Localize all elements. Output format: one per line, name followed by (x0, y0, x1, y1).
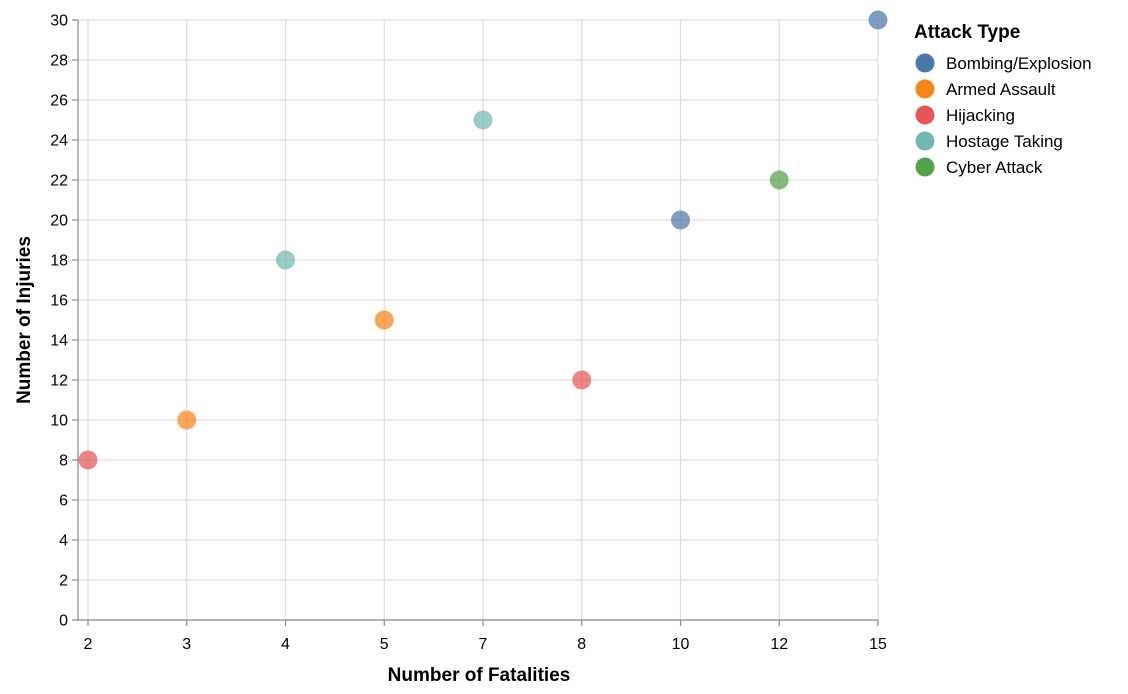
legend-symbol (915, 105, 935, 125)
x-tick-label: 3 (182, 636, 191, 653)
scatter-point (78, 450, 98, 470)
y-tick-label: 30 (50, 13, 68, 30)
y-tick-label: 4 (59, 533, 68, 550)
scatter-point (177, 410, 197, 430)
y-tick-label: 20 (50, 213, 68, 230)
data-points (78, 10, 888, 470)
legend-label: Armed Assault (946, 80, 1056, 99)
y-tick-label: 12 (50, 373, 68, 390)
x-tick-label: 2 (84, 636, 93, 653)
legend-label: Hijacking (946, 106, 1015, 125)
y-tick-label: 24 (50, 133, 68, 150)
scatter-point (769, 170, 789, 190)
scatter-point (868, 10, 888, 30)
x-tick-label: 12 (770, 636, 788, 653)
grid (78, 19, 879, 621)
legend-symbol (915, 131, 935, 151)
scatter-point (473, 110, 493, 130)
y-tick-label: 6 (59, 493, 68, 510)
legend: Attack Type Bombing/Explosion Armed Assau… (914, 22, 1092, 177)
x-tick-label: 15 (869, 636, 887, 653)
legend-label: Hostage Taking (946, 132, 1063, 151)
y-axis-title: Number of Injuries (14, 236, 35, 404)
legend-symbol (915, 53, 935, 73)
legend-symbol (915, 79, 935, 99)
y-tick-label: 16 (50, 293, 68, 310)
y-tick-label: 18 (50, 253, 68, 270)
legend-symbol (915, 157, 935, 177)
x-tick-label: 7 (479, 636, 488, 653)
x-tick-label: 10 (672, 636, 690, 653)
x-tick-label: 5 (380, 636, 389, 653)
y-tick-label: 8 (59, 453, 68, 470)
y-tick-label: 0 (59, 613, 68, 630)
x-tick-label: 8 (577, 636, 586, 653)
legend-label: Cyber Attack (946, 158, 1043, 177)
scatter-point (276, 250, 295, 270)
legend-label: Bombing/Explosion (946, 54, 1092, 73)
scatter-point (671, 210, 690, 230)
y-tick-label: 10 (50, 413, 68, 430)
x-axis-title: Number of Fatalities (388, 665, 571, 686)
x-tick-label: 4 (281, 636, 290, 653)
y-tick-label: 14 (50, 333, 68, 350)
y-tick-label: 22 (50, 173, 68, 190)
scatter-point (572, 370, 592, 390)
legend-title: Attack Type (914, 22, 1020, 43)
y-tick-label: 28 (50, 53, 68, 70)
y-tick-label: 26 (50, 93, 68, 110)
scatter-point (374, 310, 394, 330)
y-tick-label: 2 (59, 573, 68, 590)
